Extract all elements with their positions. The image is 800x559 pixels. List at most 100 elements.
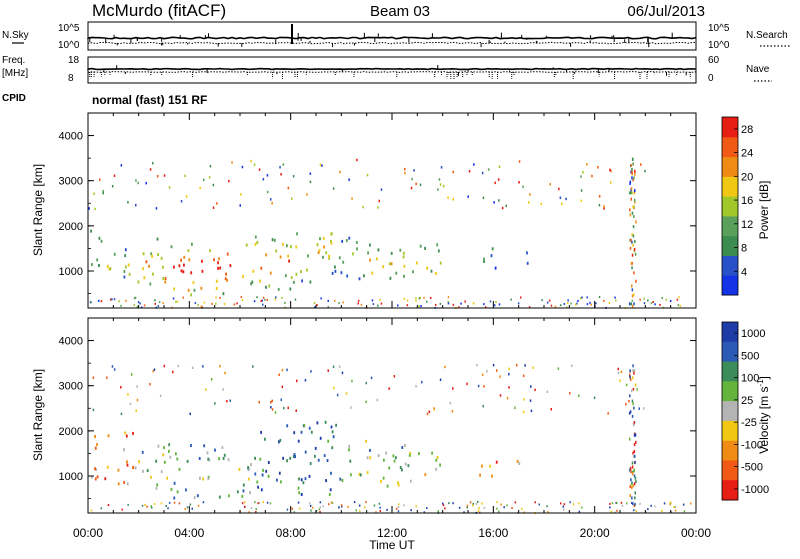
near-range-point bbox=[581, 506, 583, 509]
streak-point bbox=[634, 189, 636, 193]
sparse-point bbox=[130, 373, 133, 376]
near-range-point bbox=[340, 504, 343, 507]
data-cell bbox=[96, 475, 99, 479]
sparse-point bbox=[209, 165, 212, 168]
data-cell bbox=[192, 281, 195, 285]
sparse-point bbox=[370, 376, 373, 380]
data-cell bbox=[316, 421, 319, 425]
near-range-point bbox=[136, 305, 139, 308]
near-range-point bbox=[481, 502, 483, 505]
near-range-point bbox=[319, 506, 321, 509]
data-cell bbox=[397, 483, 400, 487]
sparse-point bbox=[559, 196, 562, 199]
streak-point bbox=[631, 168, 633, 172]
data-cell bbox=[330, 232, 333, 236]
sparse-point bbox=[136, 398, 139, 402]
near-range-point bbox=[281, 296, 283, 299]
near-range-point bbox=[661, 509, 663, 512]
data-cell bbox=[164, 280, 167, 284]
data-cell bbox=[183, 255, 186, 259]
data-cell bbox=[325, 479, 327, 483]
sparse-point bbox=[494, 181, 496, 185]
sparse-point bbox=[356, 158, 358, 162]
sparse-point bbox=[153, 368, 156, 371]
near-range-point bbox=[429, 297, 432, 299]
near-range-point bbox=[313, 301, 316, 304]
near-range-point bbox=[546, 301, 549, 304]
near-range-point bbox=[423, 511, 426, 514]
near-range-point bbox=[679, 304, 681, 307]
data-cell bbox=[226, 252, 229, 256]
sparse-point bbox=[266, 174, 269, 177]
sparse-point bbox=[180, 200, 183, 203]
sparse-point bbox=[497, 178, 500, 181]
near-range-point bbox=[659, 303, 661, 306]
freq-tick-high: 18 bbox=[68, 55, 80, 66]
near-range-point bbox=[616, 501, 618, 504]
sparse-point bbox=[586, 163, 588, 166]
sparse-point bbox=[191, 366, 194, 369]
sparse-point bbox=[205, 388, 207, 391]
near-range-point bbox=[562, 505, 564, 508]
data-cell bbox=[308, 426, 311, 430]
streak-point bbox=[629, 246, 632, 250]
data-cell bbox=[401, 468, 403, 472]
data-cell bbox=[435, 467, 437, 471]
streak-point bbox=[628, 411, 631, 415]
data-cell bbox=[126, 460, 128, 464]
near-range-point bbox=[397, 506, 400, 509]
data-cell bbox=[418, 452, 420, 456]
sparse-point bbox=[203, 178, 205, 182]
near-range-point bbox=[211, 302, 213, 305]
data-cell bbox=[229, 264, 232, 268]
streak-point bbox=[629, 208, 631, 212]
data-cell bbox=[100, 239, 103, 243]
data-cell bbox=[109, 267, 112, 271]
sparse-point bbox=[336, 393, 339, 397]
data-cell bbox=[290, 276, 293, 280]
data-cell bbox=[286, 459, 288, 463]
near-range-point bbox=[203, 301, 206, 304]
sparse-point bbox=[477, 384, 480, 388]
data-cell bbox=[201, 259, 203, 263]
colorbar-frame bbox=[721, 116, 739, 296]
data-cell bbox=[415, 261, 418, 265]
near-range-point bbox=[572, 503, 575, 506]
data-cell bbox=[430, 269, 433, 273]
near-range-point bbox=[357, 299, 360, 302]
near-range-point bbox=[172, 297, 175, 300]
sparse-point bbox=[452, 198, 454, 201]
near-range-point bbox=[677, 304, 680, 307]
data-cell bbox=[393, 459, 396, 463]
near-range-point bbox=[577, 300, 579, 302]
sparse-point bbox=[228, 179, 230, 183]
data-cell bbox=[495, 460, 498, 464]
sparse-point bbox=[498, 165, 501, 168]
noise-tick-low-right: 10^0 bbox=[708, 40, 730, 51]
data-cell bbox=[90, 229, 92, 233]
sparse-point bbox=[177, 364, 179, 368]
data-cell bbox=[260, 430, 262, 434]
colorbar-segment bbox=[722, 341, 738, 363]
sparse-point bbox=[282, 163, 285, 166]
near-range-point bbox=[248, 511, 250, 514]
sparse-point bbox=[129, 402, 132, 406]
near-range-point bbox=[284, 301, 286, 304]
colorbar-segment bbox=[722, 275, 738, 296]
data-cell bbox=[330, 471, 332, 475]
sparse-point bbox=[529, 399, 532, 402]
data-cell bbox=[323, 454, 326, 458]
data-cell bbox=[280, 480, 282, 484]
streak-point bbox=[629, 375, 631, 379]
streak-point bbox=[630, 164, 633, 167]
data-cell bbox=[314, 454, 316, 458]
data-cell bbox=[155, 486, 158, 490]
near-range-point bbox=[379, 298, 381, 301]
sparse-point bbox=[607, 412, 609, 415]
streak-point bbox=[631, 399, 634, 403]
near-range-point bbox=[554, 305, 557, 308]
power-panel-frame bbox=[87, 112, 697, 309]
data-cell bbox=[293, 280, 295, 284]
sparse-point bbox=[92, 408, 95, 412]
sparse-point bbox=[271, 408, 274, 411]
